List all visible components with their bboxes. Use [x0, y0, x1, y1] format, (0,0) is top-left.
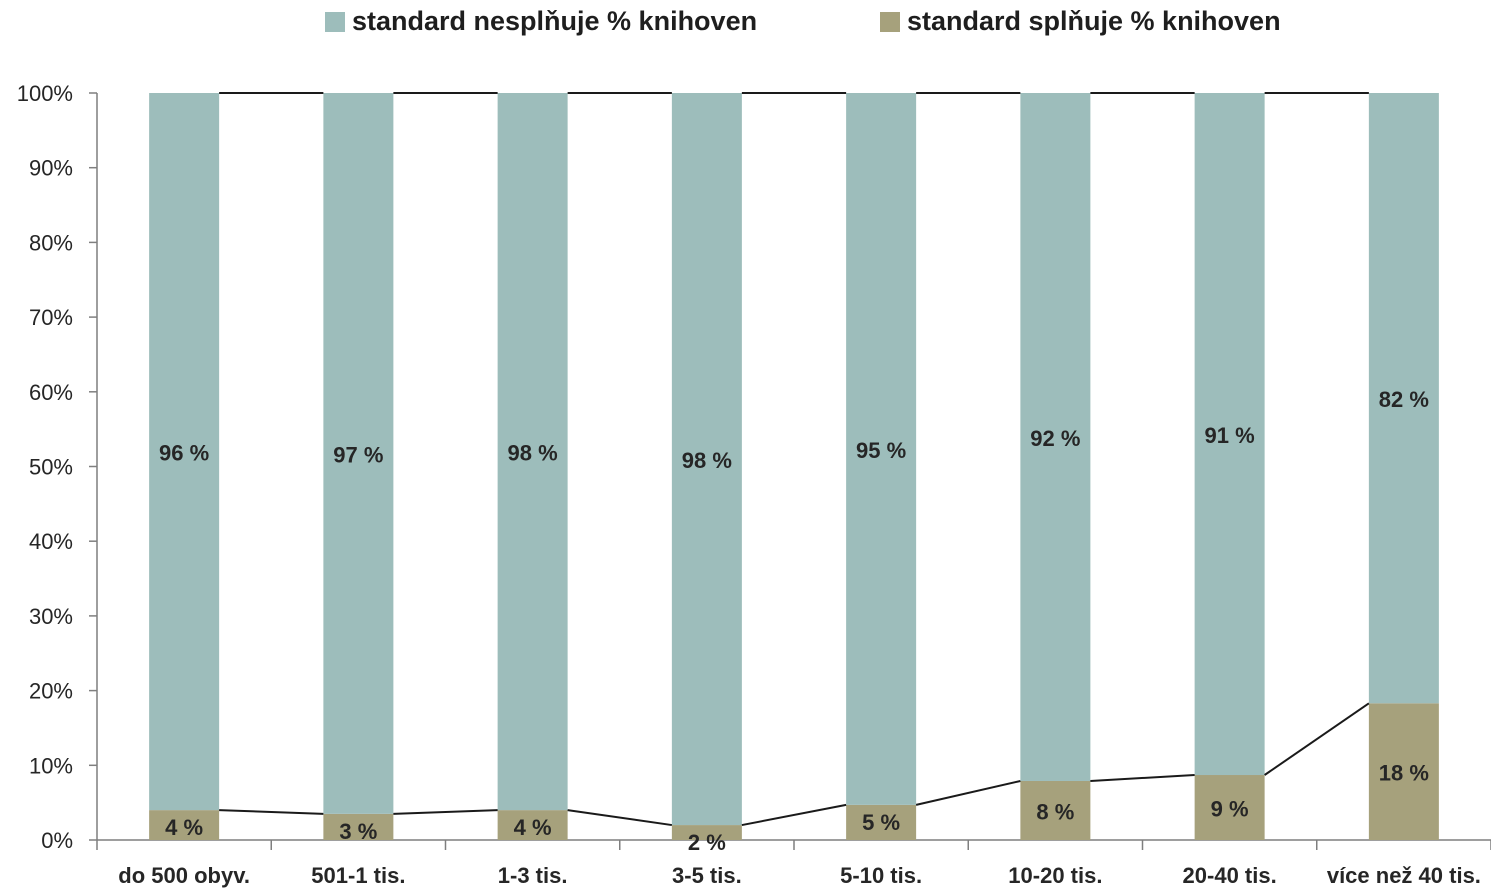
legend-swatch-splnuje: [880, 11, 900, 32]
bar-splnuje: [846, 804, 917, 840]
data-label-splnuje: 9 %: [1211, 797, 1249, 822]
x-category-label: do 500 obyv.: [118, 863, 250, 888]
data-label-splnuje: 4 %: [514, 815, 552, 840]
bar-splnuje: [1020, 780, 1091, 840]
series-line-splnuje: [915, 780, 1021, 806]
y-tick-label: 60%: [29, 380, 73, 405]
x-category-label: 3-5 tis.: [672, 863, 742, 888]
y-tick-label: 20%: [29, 679, 73, 704]
series-line-splnuje: [393, 809, 498, 815]
data-label-splnuje: 4 %: [165, 815, 203, 840]
data-label-nesplnuje: 96 %: [159, 441, 209, 466]
series-line-splnuje: [1090, 774, 1195, 782]
y-tick-label: 80%: [29, 230, 73, 255]
bar-nesplnuje: [1194, 93, 1265, 776]
x-category-label: více než 40 tis.: [1327, 863, 1481, 888]
series-line-splnuje: [567, 809, 673, 827]
bar-nesplnuje: [149, 93, 220, 811]
legend-swatch-nesplnuje: [325, 11, 345, 32]
bar-nesplnuje: [1020, 93, 1091, 781]
data-label-nesplnuje: 95 %: [856, 438, 906, 463]
y-tick-label: 10%: [29, 753, 73, 778]
y-tick-label: 0%: [41, 828, 73, 853]
data-label-nesplnuje: 82 %: [1379, 387, 1429, 412]
series-line-splnuje: [741, 803, 847, 827]
legend-label-nesplnuje: standard nesplňuje % knihoven: [352, 6, 758, 36]
y-tick-label: 90%: [29, 156, 73, 181]
legend-label-splnuje: standard splňuje % knihoven: [907, 6, 1281, 36]
x-category-label: 20-40 tis.: [1183, 863, 1277, 888]
bar-splnuje: [149, 810, 220, 840]
legend-item-nesplnuje: standard nesplňuje % knihoven: [325, 6, 757, 37]
data-label-splnuje: 2 %: [688, 830, 726, 855]
bar-nesplnuje: [846, 93, 917, 805]
x-category-label: 1-3 tis.: [498, 863, 568, 888]
bar-splnuje: [671, 825, 742, 840]
bar-nesplnuje: [1368, 93, 1439, 704]
bar-splnuje: [1368, 703, 1439, 840]
bar-nesplnuje: [671, 93, 742, 826]
legend: standard nesplňuje % knihoven standard s…: [0, 6, 1491, 42]
bar-splnuje: [323, 813, 394, 840]
data-label-nesplnuje: 91 %: [1205, 423, 1255, 448]
y-tick-label: 50%: [29, 455, 73, 480]
x-category-label: 5-10 tis.: [840, 863, 922, 888]
data-label-splnuje: 3 %: [339, 819, 377, 844]
data-label-nesplnuje: 98 %: [508, 441, 558, 466]
data-label-nesplnuje: 97 %: [333, 442, 383, 467]
data-label-nesplnuje: 98 %: [682, 448, 732, 473]
data-label-splnuje: 18 %: [1379, 761, 1429, 786]
data-label-splnuje: 5 %: [862, 810, 900, 835]
bar-nesplnuje: [497, 93, 568, 811]
data-label-nesplnuje: 92 %: [1030, 426, 1080, 451]
legend-item-splnuje: standard splňuje % knihoven: [880, 6, 1281, 37]
y-tick-label: 40%: [29, 529, 73, 554]
x-category-label: 501-1 tis.: [311, 863, 405, 888]
y-tick-label: 30%: [29, 604, 73, 629]
bar-splnuje: [497, 810, 568, 840]
bar-nesplnuje: [323, 93, 394, 814]
y-tick-label: 70%: [29, 305, 73, 330]
x-category-label: 10-20 tis.: [1008, 863, 1102, 888]
bar-splnuje: [1194, 775, 1265, 840]
series-line-splnuje: [219, 809, 324, 815]
y-tick-label: 100%: [17, 81, 73, 106]
data-label-splnuje: 8 %: [1036, 799, 1074, 824]
series-line-splnuje: [1264, 702, 1370, 776]
